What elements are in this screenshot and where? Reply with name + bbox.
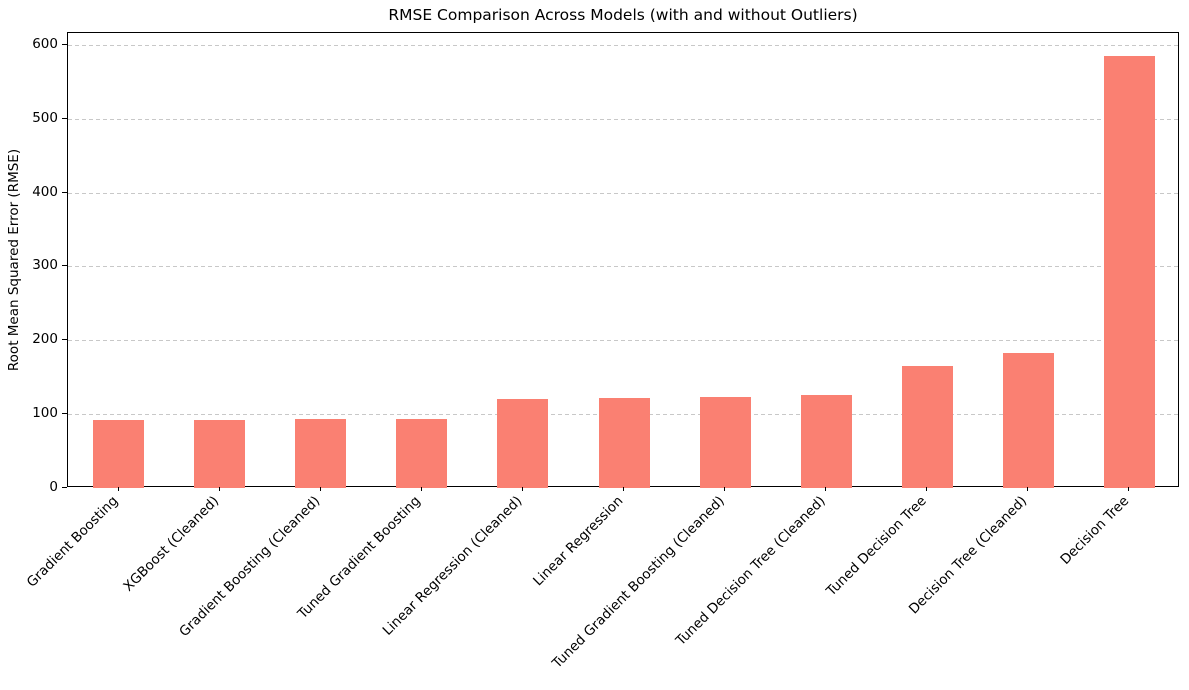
bar	[1002, 352, 1054, 488]
y-tick-mark	[62, 413, 67, 415]
y-tick-label: 0	[49, 479, 58, 495]
x-tick-label: XGBoost (Cleaned)	[120, 493, 222, 595]
chart-title: RMSE Comparison Across Models (with and …	[388, 6, 858, 24]
y-tick-mark	[62, 265, 67, 267]
bar	[497, 399, 549, 488]
y-tick-mark	[62, 339, 67, 341]
x-tick-mark	[319, 487, 321, 491]
x-tick-mark	[724, 487, 726, 491]
gridline	[68, 44, 1178, 46]
bar	[93, 420, 145, 488]
bar	[699, 397, 751, 488]
y-tick-mark	[62, 117, 67, 119]
x-tick-label: Linear Regression	[530, 493, 627, 590]
bar	[800, 394, 852, 488]
x-tick-mark	[623, 487, 624, 491]
bar	[194, 420, 246, 488]
gridline	[68, 340, 1178, 342]
bar	[295, 419, 347, 488]
y-tick-label: 200	[32, 331, 58, 348]
gridline	[68, 266, 1178, 268]
bar	[1103, 55, 1155, 488]
x-tick-mark	[825, 487, 827, 491]
y-tick-mark	[62, 191, 67, 193]
x-tick-label: Decision Tree (Cleaned)	[906, 493, 1031, 618]
bar	[598, 397, 650, 488]
bar	[396, 418, 448, 488]
y-tick-label: 300	[32, 257, 58, 274]
x-tick-mark	[218, 487, 220, 491]
y-tick-label: 600	[32, 35, 58, 52]
y-tick-mark	[62, 43, 67, 45]
x-tick-mark	[420, 487, 422, 491]
x-tick-label: Decision Tree	[1056, 493, 1132, 568]
y-tick-label: 400	[32, 183, 58, 200]
bar	[901, 366, 953, 488]
x-tick-label: Tuned Gradient Boosting (Cleaned)	[548, 493, 728, 672]
x-tick-mark	[1027, 487, 1029, 491]
y-tick-label: 100	[32, 405, 58, 422]
x-tick-mark	[521, 487, 523, 491]
gridline	[68, 192, 1178, 194]
plot-area	[67, 32, 1179, 488]
x-tick-mark	[926, 487, 928, 491]
x-tick-mark	[1128, 487, 1130, 491]
y-tick-mark	[62, 487, 67, 488]
y-tick-label: 500	[32, 109, 58, 126]
x-tick-label: Tuned Decision Tree	[823, 493, 930, 600]
x-tick-mark	[117, 487, 119, 491]
gridline	[68, 118, 1178, 120]
x-tick-label: Gradient Boosting	[23, 493, 121, 591]
